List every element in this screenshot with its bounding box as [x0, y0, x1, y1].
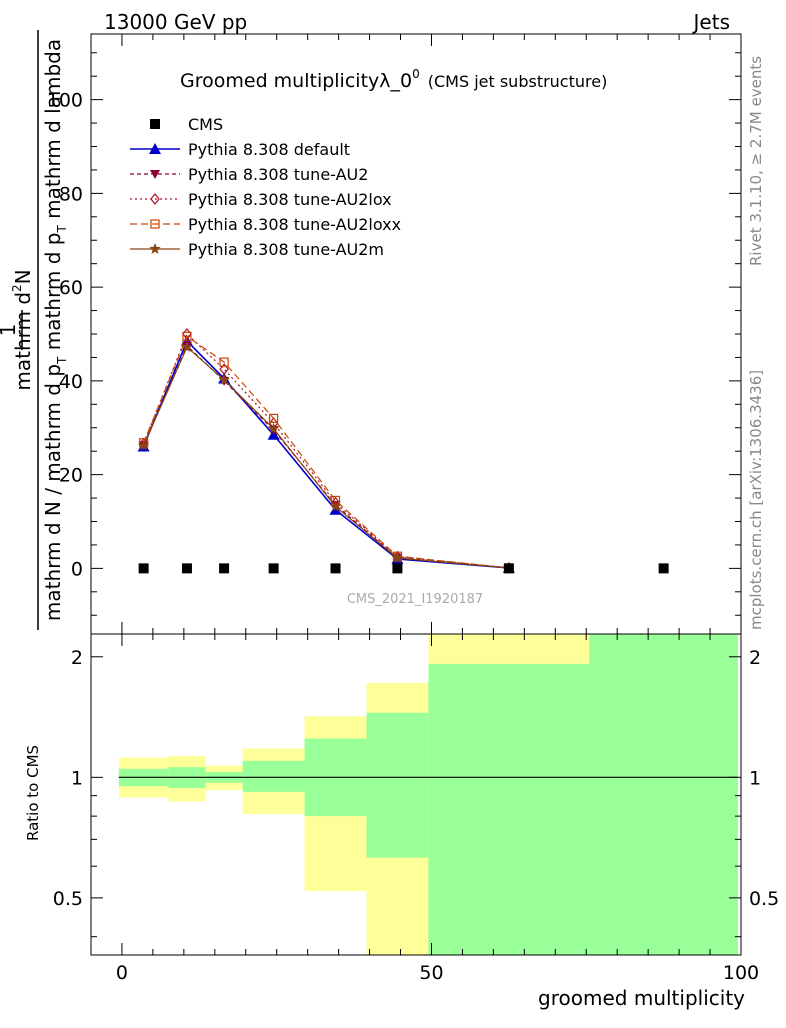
- header-right-label: Jets: [692, 10, 730, 34]
- main-y-tick-label: 0: [71, 558, 83, 580]
- x-tick-label: 50: [419, 962, 443, 984]
- ratio-plot-frame: [90, 633, 742, 956]
- ratio-inner-band-7: [589, 634, 738, 955]
- ratio-y-axis-label: Ratio to CMS: [24, 745, 42, 841]
- data-point-cms: [268, 563, 279, 574]
- main-y-tick-label: 100: [47, 90, 83, 112]
- main-y-tick-label: 60: [59, 277, 83, 299]
- data-point-cms: [219, 563, 230, 574]
- legend-marker-cms: [150, 119, 160, 129]
- y-label-numerator-top: 1: [0, 324, 20, 337]
- x-axis-label: groomed multiplicity: [538, 986, 745, 1010]
- legend-entry-au2loxx: Pythia 8.308 tune-AU2loxx: [130, 215, 401, 234]
- legend-label-au2lox: Pythia 8.308 tune-AU2lox: [188, 190, 392, 209]
- ratio-inner-band-5: [366, 712, 429, 858]
- data-point-au2loxx: [219, 357, 229, 367]
- legend-entry-default: Pythia 8.308 default: [130, 140, 350, 159]
- ratio-y-tick-label-left: 1: [71, 767, 83, 789]
- legend-marker-default: [149, 143, 161, 154]
- ratio-y-tick-label-right: 1: [749, 767, 761, 789]
- series-au2loxx: [139, 331, 514, 573]
- ratio-y-tick-label-left: 2: [71, 647, 83, 669]
- ratio-inner-band-6: [428, 663, 590, 955]
- legend: CMS Pythia 8.308 default Pythia 8.308 tune…: [130, 115, 401, 259]
- series-au2lox: [138, 328, 514, 574]
- series-line-au2loxx: [143, 335, 509, 569]
- main-axis-ticks: 0 20 40 60 80 100: [47, 34, 742, 634]
- data-point-au2m: [391, 552, 404, 563]
- legend-label-cms: CMS: [188, 115, 223, 134]
- data-point-au2loxx: [269, 413, 279, 423]
- data-point-cms: [658, 563, 669, 574]
- series-cms: [138, 563, 669, 574]
- data-point-au2loxx: [182, 331, 192, 341]
- mcplots-reference-label: mcplots.cern.ch [arXiv:1306.3436]: [747, 370, 765, 630]
- legend-entry-au2m: Pythia 8.308 tune-AU2m: [130, 240, 384, 259]
- series-au2m: [137, 341, 515, 573]
- ratio-plot-area: [118, 634, 738, 955]
- legend-marker-au2lox: [150, 193, 160, 205]
- legend-label-au2: Pythia 8.308 tune-AU2: [188, 165, 368, 184]
- rivet-version-label: Rivet 3.1.10, ≥ 2.7M events: [747, 56, 765, 266]
- main-y-tick-label: 80: [59, 183, 83, 205]
- main-y-tick-label: 20: [59, 465, 83, 487]
- series-au2: [138, 341, 514, 573]
- x-tick-label: 0: [116, 962, 128, 984]
- data-point-au2lox: [392, 550, 403, 563]
- main-y-axis-label: 1: [0, 310, 23, 350]
- main-plot-area: [137, 328, 669, 574]
- data-point-au2lox: [138, 437, 149, 450]
- data-point-cms: [181, 563, 192, 574]
- legend-entry-au2lox: Pythia 8.308 tune-AU2lox: [130, 190, 392, 209]
- ratio-y-tick-label-right: 2: [749, 647, 761, 669]
- data-point-au2m: [181, 341, 193, 352]
- data-point-au2m: [329, 500, 342, 512]
- series-line-au2: [143, 344, 509, 569]
- legend-label-default: Pythia 8.308 default: [188, 140, 350, 159]
- series-line-default: [142, 339, 509, 569]
- legend-entry-au2: Pythia 8.308 tune-AU2: [130, 165, 368, 184]
- data-point-cms: [392, 563, 403, 574]
- data-point-au2m: [137, 439, 150, 451]
- y-label-denominator: mathrm d N / mathrm d pT mathrm d pT mat…: [41, 39, 69, 621]
- data-point-cms: [138, 563, 149, 574]
- legend-marker-au2m: [149, 243, 161, 254]
- legend-marker-au2: [150, 170, 160, 179]
- x-tick-label: 100: [723, 962, 759, 984]
- ratio-y-tick-label-right: 0.5: [749, 888, 779, 910]
- data-point-au2m: [218, 373, 230, 385]
- data-point-cms: [330, 563, 341, 574]
- header-left-label: 13000 GeV pp: [104, 10, 247, 34]
- legend-label-au2loxx: Pythia 8.308 tune-AU2loxx: [188, 215, 401, 234]
- data-point-cms: [503, 563, 514, 574]
- chart-title: Groomed multiplicityλ_00 (CMS jet substru…: [180, 67, 607, 92]
- ratio-y-tick-label-left: 0.5: [53, 888, 83, 910]
- series-default: [137, 335, 515, 573]
- data-point-au2m: [267, 422, 280, 434]
- legend-entry-cms: CMS: [150, 115, 223, 134]
- legend-marker-au2loxx: [150, 219, 160, 229]
- y-label-numerator: mathrm d2N: [10, 269, 35, 390]
- main-y-tick-label: 40: [59, 371, 83, 393]
- ratio-inner-band-3: [242, 760, 305, 792]
- series-line-au2lox: [143, 332, 509, 569]
- main-y-axis-label-full: mathrm d2N mathrm d N / mathrm d pT math…: [10, 30, 69, 630]
- legend-label-au2m: Pythia 8.308 tune-AU2m: [188, 240, 384, 259]
- analysis-watermark: CMS_2021_I1920187: [347, 592, 483, 607]
- series-line-au2m: [143, 346, 509, 569]
